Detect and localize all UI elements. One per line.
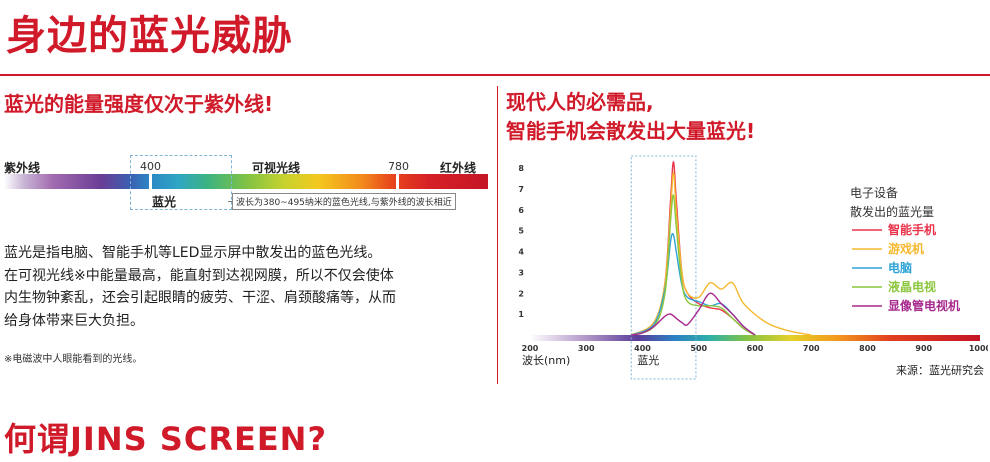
section-divider <box>497 86 498 384</box>
blue-light-highlight-box <box>630 155 697 380</box>
series-line-液晶电视 <box>631 194 756 336</box>
x-tick-label: 200 <box>522 344 539 353</box>
ir-label: 红外线 <box>440 161 477 175</box>
blue-light-range-box <box>130 155 232 210</box>
y-tick-label: 5 <box>518 227 524 236</box>
y-tick-label: 6 <box>518 206 524 215</box>
y-tick-label: 4 <box>518 248 524 257</box>
uv-label: 紫外线 <box>4 161 41 175</box>
legend-label: 电脑 <box>888 260 912 275</box>
x-tick-label: 500 <box>690 344 707 353</box>
left-heading: 蓝光的能量强度仅次于紫外线! <box>4 92 274 116</box>
blue-light-label: 蓝光 <box>152 195 177 209</box>
start-wavelength: 400 <box>140 160 161 173</box>
visible-light-label: 可视光线 <box>252 161 301 175</box>
x-tick-label: 900 <box>915 344 932 353</box>
description-paragraph: 蓝光是指电脑、智能手机等LED显示屏中散发出的蓝色光线。 在可视光线※中能量最高… <box>4 242 492 332</box>
x-tick-label: 600 <box>747 344 764 353</box>
paragraph-line: 蓝光是指电脑、智能手机等LED显示屏中散发出的蓝色光线。 <box>4 245 382 261</box>
right-heading-line2: 智能手机会散发出大量蓝光! <box>506 119 756 143</box>
note-connector <box>228 201 233 202</box>
spectrum-marker-780 <box>396 174 399 189</box>
paragraph-line: 内生物钟紊乱，还会引起眼睛的疲劳、干涩、肩颈酸痛等，从而 <box>4 290 396 306</box>
legend-label: 智能手机 <box>887 222 936 237</box>
right-heading: 现代人的必需品, 智能手机会散发出大量蓝光! <box>506 88 755 146</box>
right-heading-line1: 现代人的必需品, <box>506 90 654 114</box>
series-line-显像管电视机 <box>631 292 756 336</box>
series-line-智能手机 <box>630 161 756 336</box>
chart-source: 来源：蓝光研究会 <box>896 363 984 377</box>
paragraph-line: 在可视光线※中能量最高，能直射到达视网膜，所以不仅会使体 <box>4 267 394 284</box>
page-title: 身边的蓝光威胁 <box>6 13 293 59</box>
spectrum-marker-400 <box>149 174 152 189</box>
y-tick-label: 8 <box>518 164 524 173</box>
y-tick-label: 3 <box>518 268 524 277</box>
legend-label: 显像管电视机 <box>888 298 960 313</box>
legend-title: 电子设备 <box>850 186 898 200</box>
x-tick-label: 800 <box>859 344 876 353</box>
spectrum-bar <box>4 174 488 189</box>
paragraph-line: 给身体带来巨大负担。 <box>4 312 144 329</box>
bottom-heading: 何谓JINS SCREEN? <box>4 420 328 458</box>
highlight-label: 蓝光 <box>637 353 659 367</box>
x-tick-label: 700 <box>803 344 820 353</box>
y-tick-label: 7 <box>518 185 524 194</box>
legend-label: 游戏机 <box>888 241 924 256</box>
x-tick-label: 300 <box>578 344 595 353</box>
x-tick-label: 1000 <box>969 344 988 353</box>
legend-label: 液晶电视 <box>888 279 936 294</box>
x-tick-label: 400 <box>634 344 651 353</box>
title-divider <box>0 74 990 76</box>
end-wavelength: 780 <box>388 160 409 173</box>
footnote: ※电磁波中人眼能看到的光线。 <box>4 354 143 365</box>
blue-range-note: 波长为380~495纳米的蓝色光线,与紫外线的波长相近 <box>232 193 456 210</box>
blue-light-emission-chart: 1 2 3 4 5 6 7 8 200 300 400 500 600 700 800 900 1000 波长(n… <box>518 155 988 380</box>
x-axis-label: 波长(nm) <box>522 354 570 367</box>
series-line-电脑 <box>630 232 756 336</box>
spectrum-axis-band <box>530 335 980 341</box>
y-tick-label: 1 <box>518 310 524 319</box>
y-tick-label: 2 <box>518 289 524 298</box>
legend-title: 散发出的蓝光量 <box>850 204 934 219</box>
